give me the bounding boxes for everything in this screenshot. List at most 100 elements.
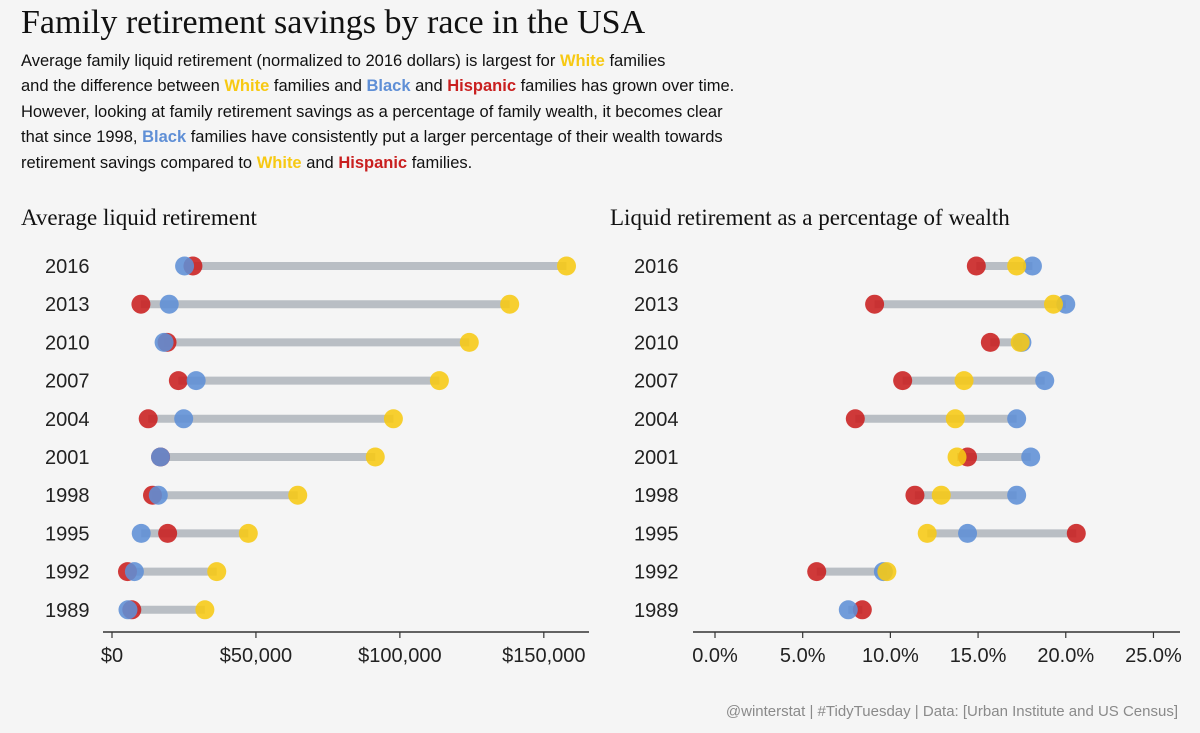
subtitle-text: families have consistently put a larger … <box>186 128 723 147</box>
year-label: 1992 <box>45 562 90 584</box>
point-black <box>175 256 195 276</box>
point-black <box>1035 371 1055 391</box>
point-white <box>207 562 227 582</box>
point-hispanic <box>980 332 1000 352</box>
year-label: 1995 <box>45 523 90 545</box>
subtitle-line: Average family liquid retirement (normal… <box>21 49 901 74</box>
subtitle-text: that since 1998, <box>21 128 143 147</box>
point-white <box>945 409 965 429</box>
point-black <box>1007 409 1027 429</box>
point-hispanic <box>966 256 986 276</box>
subtitle-line: that since 1998, Black families have con… <box>21 125 901 150</box>
page-title: Family retirement savings by race in the… <box>21 4 646 41</box>
subtitle-text: families <box>604 52 666 70</box>
point-white <box>877 562 897 582</box>
year-label: 1995 <box>634 523 679 545</box>
x-tick-label: $100,000 <box>358 645 441 667</box>
point-black <box>186 371 206 391</box>
subtitle-text: families. <box>407 153 473 172</box>
left-panel-title: Average liquid retirement <box>21 205 257 230</box>
subtitle-text: families and <box>269 77 367 96</box>
point-hispanic <box>168 371 188 391</box>
year-label: 2007 <box>45 371 90 393</box>
point-white <box>1043 294 1063 314</box>
x-tick-label: 20.0% <box>1037 645 1094 667</box>
point-white <box>288 485 308 505</box>
point-hispanic <box>807 562 827 582</box>
year-label: 2001 <box>634 447 679 469</box>
point-black <box>1021 447 1041 467</box>
year-label: 2004 <box>634 409 679 431</box>
point-black <box>1007 485 1027 505</box>
point-hispanic <box>865 294 885 314</box>
year-label: 1992 <box>634 562 679 584</box>
point-black <box>1022 256 1042 276</box>
subtitle-text: However, looking at family retirement sa… <box>21 102 723 121</box>
highlight-black: Black <box>142 128 187 147</box>
point-black <box>838 600 858 620</box>
point-hispanic <box>893 371 913 391</box>
highlight-hispanic: Hispanic <box>338 153 408 172</box>
x-tick-label: $150,000 <box>502 645 585 667</box>
right-panel-title: Liquid retirement as a percentage of wea… <box>610 205 1010 230</box>
point-white <box>500 294 520 314</box>
point-white <box>947 447 967 467</box>
subtitle-text: families has grown over time. <box>516 77 735 96</box>
year-label: 1989 <box>45 600 90 622</box>
point-hispanic <box>905 485 925 505</box>
point-black <box>154 332 174 352</box>
point-black <box>131 523 151 543</box>
point-white <box>383 409 403 429</box>
year-label: 2004 <box>45 409 90 431</box>
point-black <box>174 409 194 429</box>
point-white <box>459 332 479 352</box>
point-black <box>151 447 171 467</box>
year-label: 2007 <box>634 371 679 393</box>
subtitle-line: However, looking at family retirement sa… <box>21 100 901 125</box>
highlight-hispanic: Hispanic <box>447 77 517 96</box>
subtitle-text: and <box>410 77 448 96</box>
highlight-white: White <box>256 153 302 172</box>
year-label: 1989 <box>634 600 679 622</box>
highlight-white: White <box>559 52 605 70</box>
year-label: 1998 <box>634 485 679 507</box>
x-tick-label: 10.0% <box>862 645 919 667</box>
point-white <box>557 256 577 276</box>
subtitle-text: retirement savings compared to <box>21 153 257 172</box>
x-tick-label: 25.0% <box>1125 645 1182 667</box>
point-black <box>118 600 138 620</box>
point-black <box>124 562 144 582</box>
point-hispanic <box>138 409 158 429</box>
year-label: 2013 <box>634 294 679 316</box>
point-white <box>429 371 449 391</box>
x-tick-label: 15.0% <box>950 645 1007 667</box>
point-hispanic <box>131 294 151 314</box>
year-label: 2001 <box>45 447 90 469</box>
x-tick-label: 5.0% <box>780 645 826 667</box>
point-black <box>148 485 168 505</box>
point-white <box>365 447 385 467</box>
subtitle-line: retirement savings compared to White and… <box>21 151 901 176</box>
x-tick-label: 0.0% <box>692 645 738 667</box>
point-hispanic <box>845 409 865 429</box>
point-white <box>1007 256 1027 276</box>
x-tick-label: $50,000 <box>220 645 292 667</box>
subtitle-text: and <box>301 153 339 172</box>
highlight-black: Black <box>366 77 411 96</box>
subtitle-text: and the difference between <box>21 77 225 96</box>
highlight-white: White <box>224 77 270 96</box>
year-label: 2016 <box>634 256 679 278</box>
subtitle-line: and the difference between White familie… <box>21 74 901 99</box>
point-white <box>195 600 215 620</box>
caption: @winterstat | #TidyTuesday | Data: [Urba… <box>725 703 1178 720</box>
point-white <box>931 485 951 505</box>
year-label: 2013 <box>45 294 90 316</box>
point-white <box>238 523 258 543</box>
subtitle-text: Average family liquid retirement (normal… <box>21 52 560 70</box>
point-hispanic <box>852 600 872 620</box>
point-white <box>917 523 937 543</box>
point-black <box>958 523 978 543</box>
x-tick-label: $0 <box>101 645 123 667</box>
point-hispanic <box>158 523 178 543</box>
